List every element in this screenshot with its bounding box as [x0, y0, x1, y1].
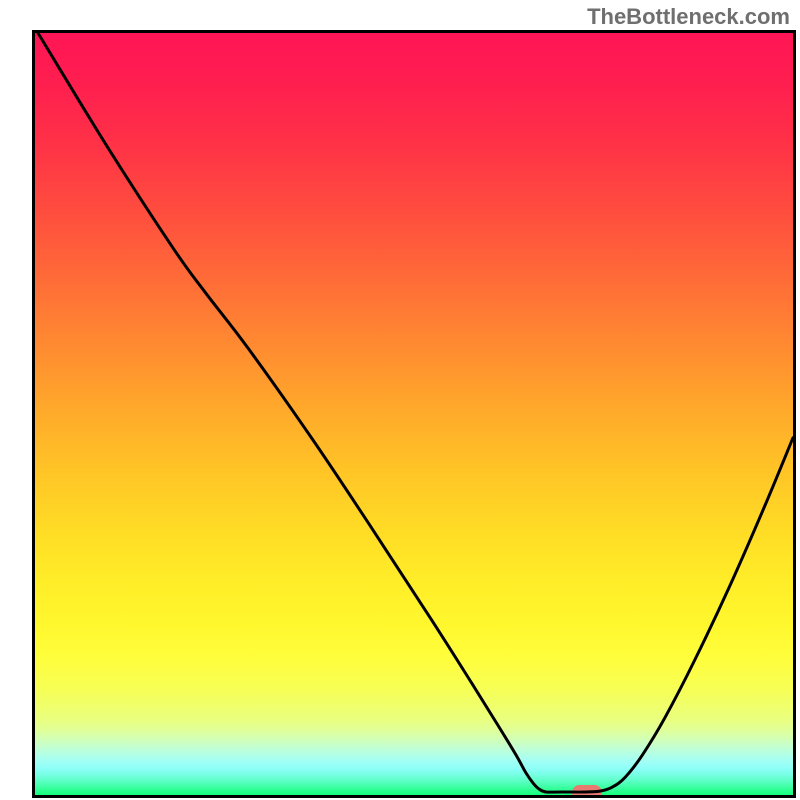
watermark-text: TheBottleneck.com: [587, 4, 790, 30]
chart-container: TheBottleneck.com: [0, 0, 800, 800]
bottleneck-curve: [35, 33, 793, 795]
curve-path: [38, 33, 793, 792]
plot-area: [32, 30, 796, 798]
